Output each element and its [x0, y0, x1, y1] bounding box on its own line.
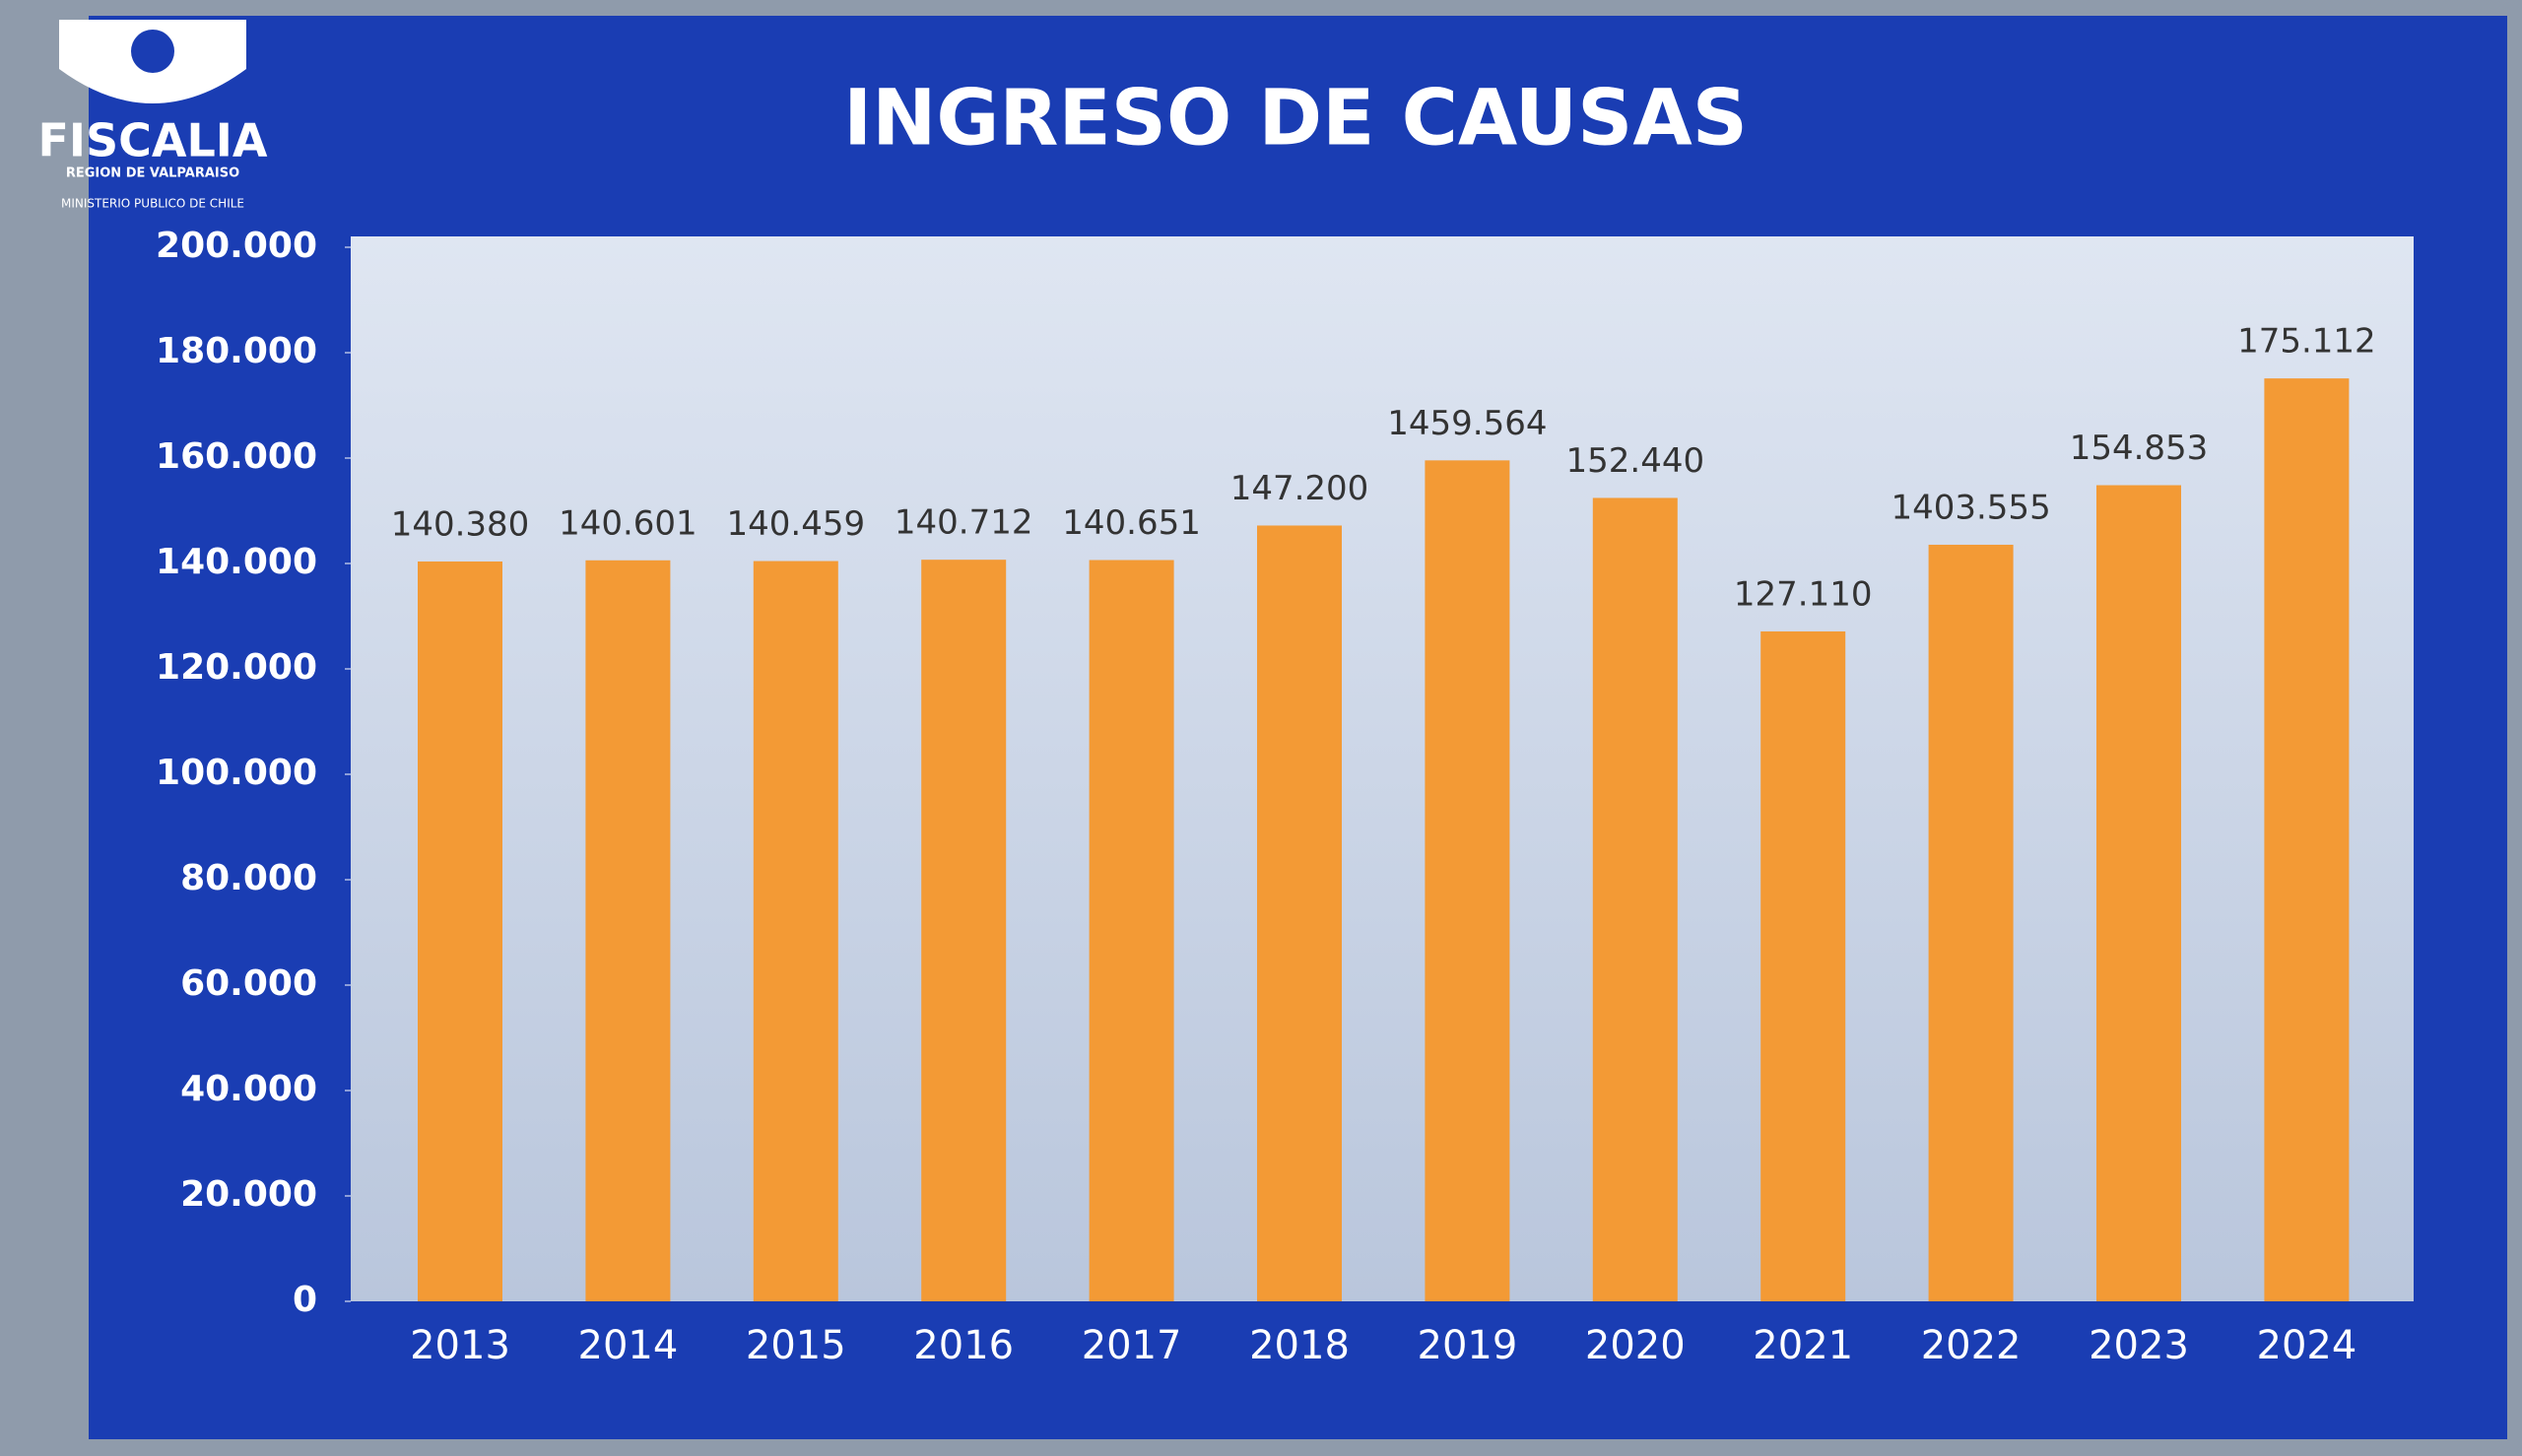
data-label: 140.712 — [895, 503, 1033, 543]
x-tick-label: 2018 — [1249, 1323, 1350, 1368]
data-label: 140.601 — [559, 503, 697, 543]
bar — [2264, 378, 2350, 1302]
x-tick-label: 2019 — [1418, 1323, 1518, 1368]
x-tick-label: 2022 — [1921, 1323, 2022, 1368]
logo-org: MINISTERIO PUBLICO DE CHILE — [61, 197, 244, 211]
x-tick-label: 2023 — [2089, 1323, 2189, 1368]
logo-region: REGION DE VALPARAISO — [66, 166, 239, 181]
x-tick-label: 2021 — [1753, 1323, 1853, 1368]
x-tick-label: 2013 — [410, 1323, 510, 1368]
bar — [1257, 525, 1342, 1301]
data-label: 154.853 — [2070, 429, 2209, 468]
logo-name: FISCALIA — [37, 114, 267, 167]
data-label: 140.459 — [726, 504, 865, 544]
y-tick-label: 60.000 — [180, 963, 317, 1004]
plot-area — [351, 236, 2414, 1301]
y-tick-label: 20.000 — [180, 1174, 317, 1215]
y-tick-label: 80.000 — [180, 858, 317, 898]
logo: FISCALIA REGION DE VALPARAISO MINISTERIO… — [37, 20, 268, 211]
y-tick-label: 120.000 — [156, 647, 317, 688]
bar — [1089, 560, 1174, 1301]
chart-title: INGRESO DE CAUSAS — [843, 74, 1748, 163]
y-tick-label: 200.000 — [156, 226, 317, 266]
y-tick-label: 180.000 — [156, 331, 317, 371]
y-tick-label: 40.000 — [180, 1069, 317, 1109]
x-tick-label: 2017 — [1082, 1323, 1182, 1368]
x-tick-label: 2014 — [578, 1323, 679, 1368]
bar — [2096, 485, 2181, 1301]
data-label: 127.110 — [1734, 574, 1873, 614]
data-label: 1403.555 — [1891, 488, 2050, 527]
bar — [1592, 497, 1678, 1301]
bar — [1425, 460, 1510, 1301]
x-tick-label: 2016 — [913, 1323, 1014, 1368]
x-tick-label: 2024 — [2257, 1323, 2357, 1368]
data-label: 147.200 — [1230, 469, 1369, 508]
y-tick-label: 100.000 — [156, 753, 317, 793]
y-tick-label: 160.000 — [156, 436, 317, 477]
bar — [585, 560, 671, 1301]
data-label: 140.651 — [1062, 503, 1201, 543]
bar — [753, 561, 838, 1301]
y-tick-label: 140.000 — [156, 542, 317, 582]
data-label: 152.440 — [1565, 441, 1704, 481]
x-tick-label: 2015 — [746, 1323, 846, 1368]
data-label: 1459.564 — [1387, 404, 1547, 443]
x-tick-label: 2020 — [1585, 1323, 1686, 1368]
logo-emblem — [131, 30, 174, 73]
data-label: 140.380 — [391, 504, 530, 544]
bar — [1760, 630, 1846, 1301]
data-label: 175.112 — [2237, 322, 2376, 362]
bar — [921, 560, 1007, 1301]
bar — [1928, 544, 2014, 1301]
y-tick-label: 0 — [293, 1280, 317, 1320]
bar — [418, 561, 502, 1301]
